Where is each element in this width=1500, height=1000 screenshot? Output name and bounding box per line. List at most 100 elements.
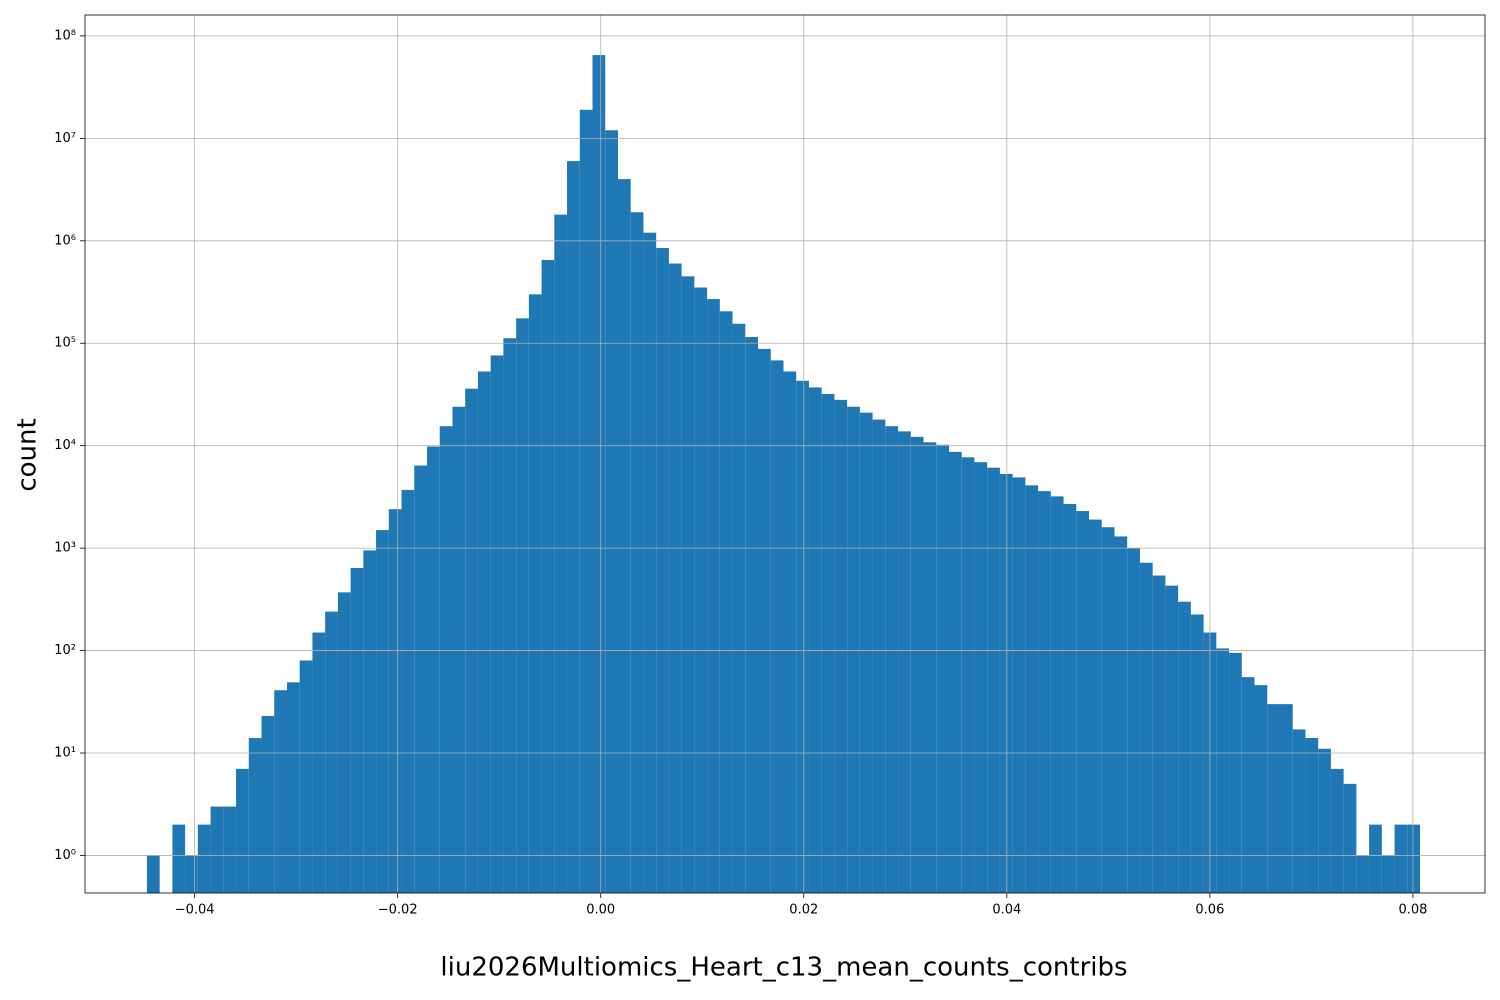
bar <box>1267 704 1280 893</box>
bar <box>1127 548 1140 893</box>
x-tick-label: 0.00 <box>586 903 615 918</box>
bar <box>1216 648 1230 893</box>
bar <box>261 715 275 893</box>
bar <box>719 311 733 893</box>
bar <box>1254 685 1268 893</box>
bar <box>401 489 415 893</box>
bar <box>554 214 568 894</box>
bar <box>1407 824 1421 893</box>
bar <box>923 442 937 893</box>
bar <box>1343 783 1357 893</box>
bar <box>617 179 631 894</box>
bar <box>859 412 873 893</box>
bar <box>223 806 237 893</box>
x-tick-label: 0.06 <box>1195 903 1224 918</box>
x-tick-label: 0.04 <box>992 903 1021 918</box>
x-tick-label: 0.08 <box>1398 903 1427 918</box>
bar <box>579 109 593 894</box>
bar <box>567 161 580 894</box>
bar <box>337 592 351 893</box>
bar <box>236 768 249 893</box>
y-axis-label: count <box>13 418 43 491</box>
bar <box>808 387 822 893</box>
bar <box>1114 536 1128 893</box>
bar <box>503 338 517 893</box>
bar <box>376 530 389 893</box>
bar <box>427 446 440 893</box>
bar <box>910 436 924 893</box>
bar <box>465 388 478 893</box>
bar <box>770 360 784 893</box>
bar <box>541 259 555 893</box>
bar <box>1038 491 1051 893</box>
bar <box>528 294 542 893</box>
bar <box>1381 855 1395 893</box>
bar <box>490 355 504 893</box>
bar <box>834 399 848 893</box>
bar <box>439 426 453 893</box>
y-tick-label: 10⁵ <box>54 336 76 351</box>
bar <box>286 682 300 893</box>
y-tick-label: 10⁷ <box>54 131 76 146</box>
bar <box>592 55 606 893</box>
bar <box>630 212 644 894</box>
bar <box>1318 748 1331 893</box>
bar <box>274 690 287 893</box>
bar <box>1241 677 1255 893</box>
bar <box>452 406 466 893</box>
bar <box>1152 575 1166 893</box>
bar <box>936 444 949 893</box>
bar <box>783 371 797 893</box>
y-tick-label: 10⁸ <box>54 28 76 43</box>
bar <box>643 232 657 893</box>
x-axis-label: liu2026Multiomics_Heart_c13_mean_counts_… <box>440 953 1127 983</box>
bar <box>948 451 962 893</box>
bar <box>1330 768 1344 893</box>
y-tick-label: 10⁶ <box>54 233 76 248</box>
bar <box>796 380 809 894</box>
bar <box>745 337 759 893</box>
x-tick-label: −0.02 <box>378 903 418 918</box>
bar <box>656 248 669 893</box>
bar <box>1139 562 1153 893</box>
bar <box>172 824 186 893</box>
y-tick-label: 10⁰ <box>54 848 76 863</box>
x-tick-label: −0.04 <box>175 903 215 918</box>
bar <box>1101 527 1115 893</box>
bar <box>312 632 326 893</box>
bar <box>210 806 224 893</box>
bar <box>872 419 886 893</box>
bar <box>999 473 1013 893</box>
bar <box>605 130 618 893</box>
bar <box>1076 511 1090 893</box>
bar <box>1025 485 1039 893</box>
bar <box>1369 824 1382 893</box>
bar <box>325 611 338 893</box>
bar <box>185 855 198 893</box>
bar <box>694 287 708 893</box>
bar <box>197 824 211 893</box>
bar <box>821 393 835 893</box>
bar <box>1178 601 1191 893</box>
bar <box>1063 503 1077 893</box>
bar <box>681 276 695 893</box>
bar <box>1279 704 1293 893</box>
bar <box>898 431 911 893</box>
bar <box>974 462 988 893</box>
y-tick-label: 10¹ <box>54 746 76 761</box>
bar <box>350 567 364 893</box>
y-tick-label: 10² <box>54 643 76 658</box>
bar <box>1012 477 1026 893</box>
bar <box>668 263 682 893</box>
bar <box>477 371 491 893</box>
bar <box>1050 496 1064 893</box>
bar <box>146 855 160 893</box>
plot-frame <box>84 14 1486 894</box>
bar <box>414 465 428 893</box>
bar <box>299 660 313 893</box>
bar <box>388 509 402 893</box>
bar <box>1356 855 1370 893</box>
bar <box>248 738 262 893</box>
bar <box>847 406 860 893</box>
